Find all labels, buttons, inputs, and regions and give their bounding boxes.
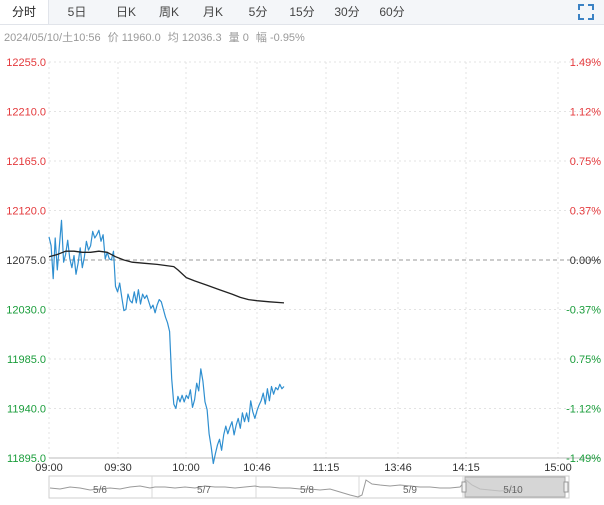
percent-tick-label: 1.49% [570, 57, 601, 69]
tab-30-minute[interactable]: 30分 [334, 5, 360, 19]
tab-daily-k[interactable]: 日K [115, 5, 136, 19]
tab-5-day[interactable]: 5日 [67, 5, 87, 19]
percent-tick-label: -1.49% [566, 453, 601, 465]
info-datetime: 2024/05/10/土10:56 [4, 32, 101, 44]
chart-grid [48, 61, 600, 459]
time-axis-labels: 09:00 09:30 10:00 10:46 11:15 13:46 14:15 15:00 [35, 462, 572, 474]
price-tick-label: 12210.0 [6, 107, 46, 119]
price-tick-label: 11940.0 [7, 404, 46, 416]
info-price: 价 11960.0 [107, 32, 161, 44]
percent-tick-label: 0.37% [570, 206, 601, 218]
info-average: 均 12036.3 [167, 32, 222, 44]
time-tick-label: 10:46 [243, 462, 271, 474]
navigator-track [48, 475, 570, 499]
navigator-day-label: 5/7 [197, 485, 211, 496]
percent-tick-label: 0.00% [570, 255, 601, 267]
tab-monthly-k[interactable]: 月K [202, 5, 223, 19]
average-line [48, 250, 285, 304]
price-line [48, 219, 285, 465]
range-navigator[interactable]: 5/6 5/7 5/8 5/9 5/10 [48, 475, 570, 499]
fullscreen-icon[interactable] [577, 3, 595, 21]
price-tick-label: 11895.0 [7, 453, 46, 465]
price-tick-label: 12075.0 [6, 255, 46, 267]
time-tick-label: 10:00 [172, 462, 200, 474]
navigator-left-handle[interactable] [461, 481, 467, 493]
time-tick-label: 15:00 [544, 462, 572, 474]
percent-axis-labels: 1.49% 1.12% 0.75% 0.37% 0.00% -0.37% 0.75% -1.1… [566, 57, 601, 465]
quote-info-line: 2024/05/10/土10:56 价 11960.0 均 12036.3 量 … [4, 29, 309, 45]
tab-60-minute[interactable]: 60分 [379, 5, 405, 19]
chart-series [48, 219, 285, 465]
tab-intraday[interactable]: 分时 [0, 0, 49, 24]
tab-5-minute[interactable]: 5分 [248, 5, 268, 19]
price-axis-labels: 12255.0 12210.0 12165.0 12120.0 12075.0 12030… [6, 57, 46, 465]
percent-tick-label: -1.12% [566, 404, 601, 416]
price-tick-label: 12255.0 [6, 57, 46, 69]
percent-tick-label: -0.37% [566, 305, 601, 317]
time-tick-label: 11:15 [313, 462, 340, 474]
info-change: 幅 -0.95% [255, 32, 305, 44]
price-tick-label: 12030.0 [6, 305, 46, 317]
navigator-day-label: 5/8 [300, 485, 314, 496]
navigator-overview-line [49, 479, 521, 498]
percent-tick-label: 1.12% [570, 107, 601, 119]
info-volume: 量 0 [228, 32, 249, 44]
navigator-right-handle[interactable] [563, 481, 569, 493]
time-tick-label: 14:15 [452, 462, 480, 474]
percent-tick-label: 0.75% [570, 156, 601, 168]
price-tick-label: 12165.0 [6, 156, 46, 168]
navigator-day-label: 5/10 [503, 485, 523, 496]
price-tick-label: 11985.0 [7, 354, 46, 366]
time-tick-label: 09:30 [104, 462, 132, 474]
period-tab-bar: 分时 5日 日K 周K 月K 5分 15分 30分 60分 [0, 0, 604, 25]
navigator-day-label: 5/9 [403, 485, 417, 496]
time-tick-label: 09:00 [35, 462, 63, 474]
price-tick-label: 12120.0 [6, 206, 46, 218]
tab-weekly-k[interactable]: 周K [158, 5, 179, 19]
navigator-day-label: 5/6 [93, 485, 107, 496]
percent-tick-label: 0.75% [570, 354, 601, 366]
time-tick-label: 13:46 [384, 462, 412, 474]
tab-15-minute[interactable]: 15分 [289, 5, 315, 19]
